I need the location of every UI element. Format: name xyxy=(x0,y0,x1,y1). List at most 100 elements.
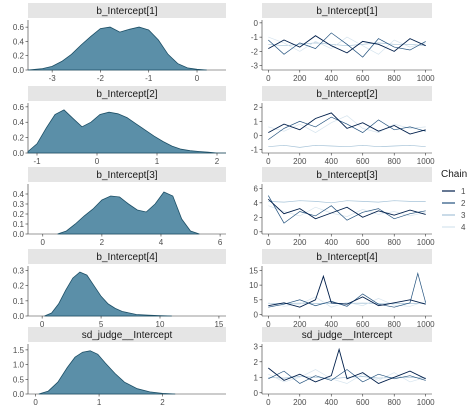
panel-title: b_Intercept[1] xyxy=(316,6,377,17)
trace-chain-2 xyxy=(268,32,426,58)
panel-strip xyxy=(262,327,432,342)
x-tick-label: 600 xyxy=(356,157,370,166)
panel-strip xyxy=(28,249,226,264)
x-tick-label: 0 xyxy=(40,320,45,329)
x-tick-label: 0 xyxy=(266,320,271,329)
y-tick-label: 15 xyxy=(249,266,258,275)
y-tick-label: 1 xyxy=(254,373,259,382)
panel-density-b-intercept-4: b_Intercept[4] 0 5 10 15 0.0 0.1 0.2 0.3 xyxy=(13,249,226,329)
y-tick-label: 0.0 xyxy=(13,312,25,321)
x-tick-label: 10 xyxy=(156,320,165,329)
x-tick-label: 1000 xyxy=(417,74,435,83)
panel-density-b-intercept-1: b_Intercept[1] -3 -2 -1 0 0.0 0.2 0.4 0.6 xyxy=(13,3,226,83)
trace-chain-2 xyxy=(268,369,426,384)
trace-chain-3 xyxy=(268,200,426,204)
x-tick-label: 1000 xyxy=(417,320,435,329)
y-tick-label: 0.2 xyxy=(13,134,25,143)
x-tick-label: 200 xyxy=(293,398,307,406)
panel-strip xyxy=(262,3,432,18)
x-tick-label: 4 xyxy=(159,238,164,247)
panel-density-b-intercept-2: b_Intercept[2] -1 0 1 2 0.0 0.2 0.4 0.6 xyxy=(13,86,226,166)
x-tick-label: 200 xyxy=(293,320,307,329)
panel-trace-b-intercept-4: b_Intercept[4] 0 200 400 600 800 1000 0 5 10 15 xyxy=(249,249,435,329)
x-tick-label: 2 xyxy=(160,398,165,406)
y-tick-label: 0 xyxy=(254,311,259,320)
y-tick-label: 0 xyxy=(254,131,259,140)
x-tick-label: 2 xyxy=(215,157,220,166)
y-tick-label: 0 xyxy=(254,389,259,398)
x-tick-label: 6 xyxy=(218,238,223,247)
panel-strip xyxy=(262,249,432,264)
trace-chain-1 xyxy=(268,274,426,308)
x-tick-label: 400 xyxy=(325,238,339,247)
density-area xyxy=(27,109,226,154)
legend-entry-3: 3 xyxy=(442,211,466,220)
y-tick-label: 0.4 xyxy=(13,118,25,127)
x-tick-label: 800 xyxy=(388,74,402,83)
x-tick-label: 800 xyxy=(388,238,402,247)
x-tick-label: 2 xyxy=(100,238,105,247)
panel-strip xyxy=(262,86,432,101)
y-tick-label: 0.6 xyxy=(13,103,25,112)
y-tick-label: 0.2 xyxy=(13,52,25,61)
x-tick-label: 0 xyxy=(41,238,46,247)
density-area xyxy=(27,26,207,71)
x-tick-label: 0 xyxy=(266,157,271,166)
x-tick-label: -1 xyxy=(33,157,41,166)
y-tick-label: -1 xyxy=(251,33,259,42)
panel-trace-b-intercept-2: b_Intercept[2] 0 200 400 600 800 1000 -1 0 1 2 xyxy=(251,86,435,166)
panel-strip xyxy=(28,3,226,18)
trace-chain-1 xyxy=(268,35,426,54)
legend-label-4: 4 xyxy=(461,223,466,232)
y-tick-label: 3 xyxy=(254,342,259,351)
x-tick-label: 200 xyxy=(293,238,307,247)
panel-title: b_Intercept[3] xyxy=(96,170,157,181)
legend-entry-2: 2 xyxy=(442,199,466,208)
y-tick-label: 0.0 xyxy=(13,390,25,399)
y-tick-label: 1 xyxy=(254,117,259,126)
x-tick-label: -2 xyxy=(97,74,105,83)
panel-trace-b-intercept-3: b_Intercept[3] 0 200 400 600 800 1000 0 2 4 6 xyxy=(254,167,435,247)
y-tick-label: 0 xyxy=(254,19,259,28)
y-tick-label: 2 xyxy=(254,103,259,112)
y-tick-label: 0.4 xyxy=(13,190,25,199)
trace-chain-1 xyxy=(267,198,426,220)
x-tick-label: 0 xyxy=(266,238,271,247)
x-tick-label: 0 xyxy=(195,74,200,83)
y-tick-label: 0.0 xyxy=(13,149,25,158)
x-tick-label: 1 xyxy=(155,157,160,166)
chain-legend: Chain 1 2 3 4 xyxy=(441,169,467,232)
y-tick-label: 0.1 xyxy=(13,297,25,306)
y-tick-label: 0 xyxy=(254,228,259,237)
y-tick-label: 4 xyxy=(254,199,259,208)
x-tick-label: 600 xyxy=(356,398,370,406)
y-tick-label: 0.3 xyxy=(13,267,25,276)
trace-chain-4 xyxy=(268,205,426,217)
x-tick-label: 1 xyxy=(97,398,102,406)
trace-chain-4 xyxy=(268,115,426,134)
y-tick-label: 0.0 xyxy=(13,66,25,75)
x-tick-label: -1 xyxy=(145,74,153,83)
x-tick-label: 1000 xyxy=(417,157,435,166)
y-tick-label: 1.5 xyxy=(13,346,25,355)
panel-title: b_Intercept[3] xyxy=(316,170,377,181)
legend-label-2: 2 xyxy=(461,199,466,208)
x-tick-label: 800 xyxy=(388,157,402,166)
y-tick-label: 0.0 xyxy=(13,230,25,239)
x-tick-label: 5 xyxy=(99,320,104,329)
legend-title: Chain xyxy=(441,169,467,180)
trace-chain-1 xyxy=(268,347,426,385)
y-tick-label: 2 xyxy=(254,213,259,222)
y-tick-label: 0.3 xyxy=(13,200,25,209)
y-tick-label: 2 xyxy=(254,358,259,367)
y-tick-label: 0.6 xyxy=(13,23,25,32)
legend-entry-1: 1 xyxy=(442,187,466,196)
x-tick-label: 600 xyxy=(356,238,370,247)
x-tick-label: 0 xyxy=(266,74,271,83)
trace-chain-3 xyxy=(268,144,426,148)
panel-title: b_Intercept[1] xyxy=(96,6,157,17)
panel-title: b_Intercept[2] xyxy=(96,89,157,100)
y-tick-label: 0.1 xyxy=(13,220,25,229)
panel-strip xyxy=(262,167,432,182)
panel-strip xyxy=(28,86,226,101)
